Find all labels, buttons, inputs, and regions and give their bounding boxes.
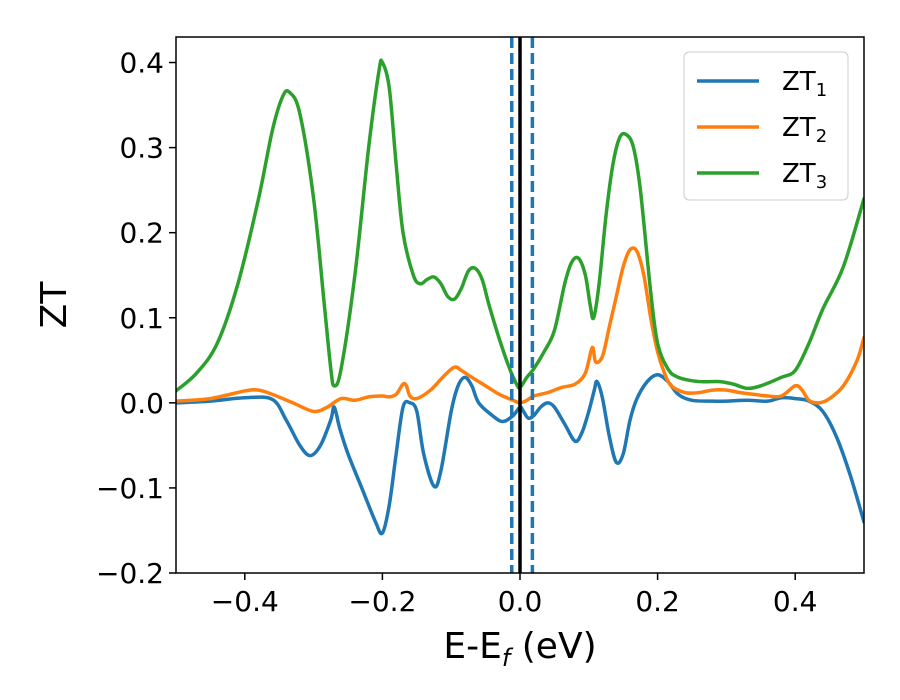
legend-label-zt3: ZT3 [782,159,827,193]
legend-box [683,51,849,201]
series-lines [176,58,864,536]
y-tick-label: 0.0 [119,387,164,420]
y-axis-ticks: −0.2 −0.1 0.0 0.1 0.2 0.3 0.4 [96,47,176,590]
x-tick-label: 0.0 [498,585,543,618]
series-line-zt1 [176,373,864,536]
x-tick-label: 0.2 [635,585,680,618]
series-line-zt2 [176,246,864,414]
y-tick-label: 0.4 [119,47,164,80]
y-axis-label: ZT [34,281,75,329]
legend-label-zt2: ZT2 [782,113,827,147]
y-tick-label: −0.2 [96,557,164,590]
x-tick-label: −0.4 [211,585,279,618]
x-axis-label: E-Ef (eV) [443,626,596,672]
y-tick-label: 0.2 [119,217,164,250]
y-tick-label: −0.1 [96,472,164,505]
x-axis-label-unit: (eV) [510,626,596,667]
x-tick-label: 0.4 [773,585,818,618]
series-line-zt3 [176,58,864,393]
reference-lines [509,37,535,573]
y-tick-label: 0.1 [119,302,164,335]
x-axis-ticks: −0.4 −0.2 0.0 0.2 0.4 [211,573,818,618]
x-tick-label: −0.2 [348,585,416,618]
y-tick-label: 0.3 [119,132,164,165]
legend-label-zt1: ZT1 [782,67,827,101]
legend: ZT1 ZT2 ZT3 [683,51,849,201]
